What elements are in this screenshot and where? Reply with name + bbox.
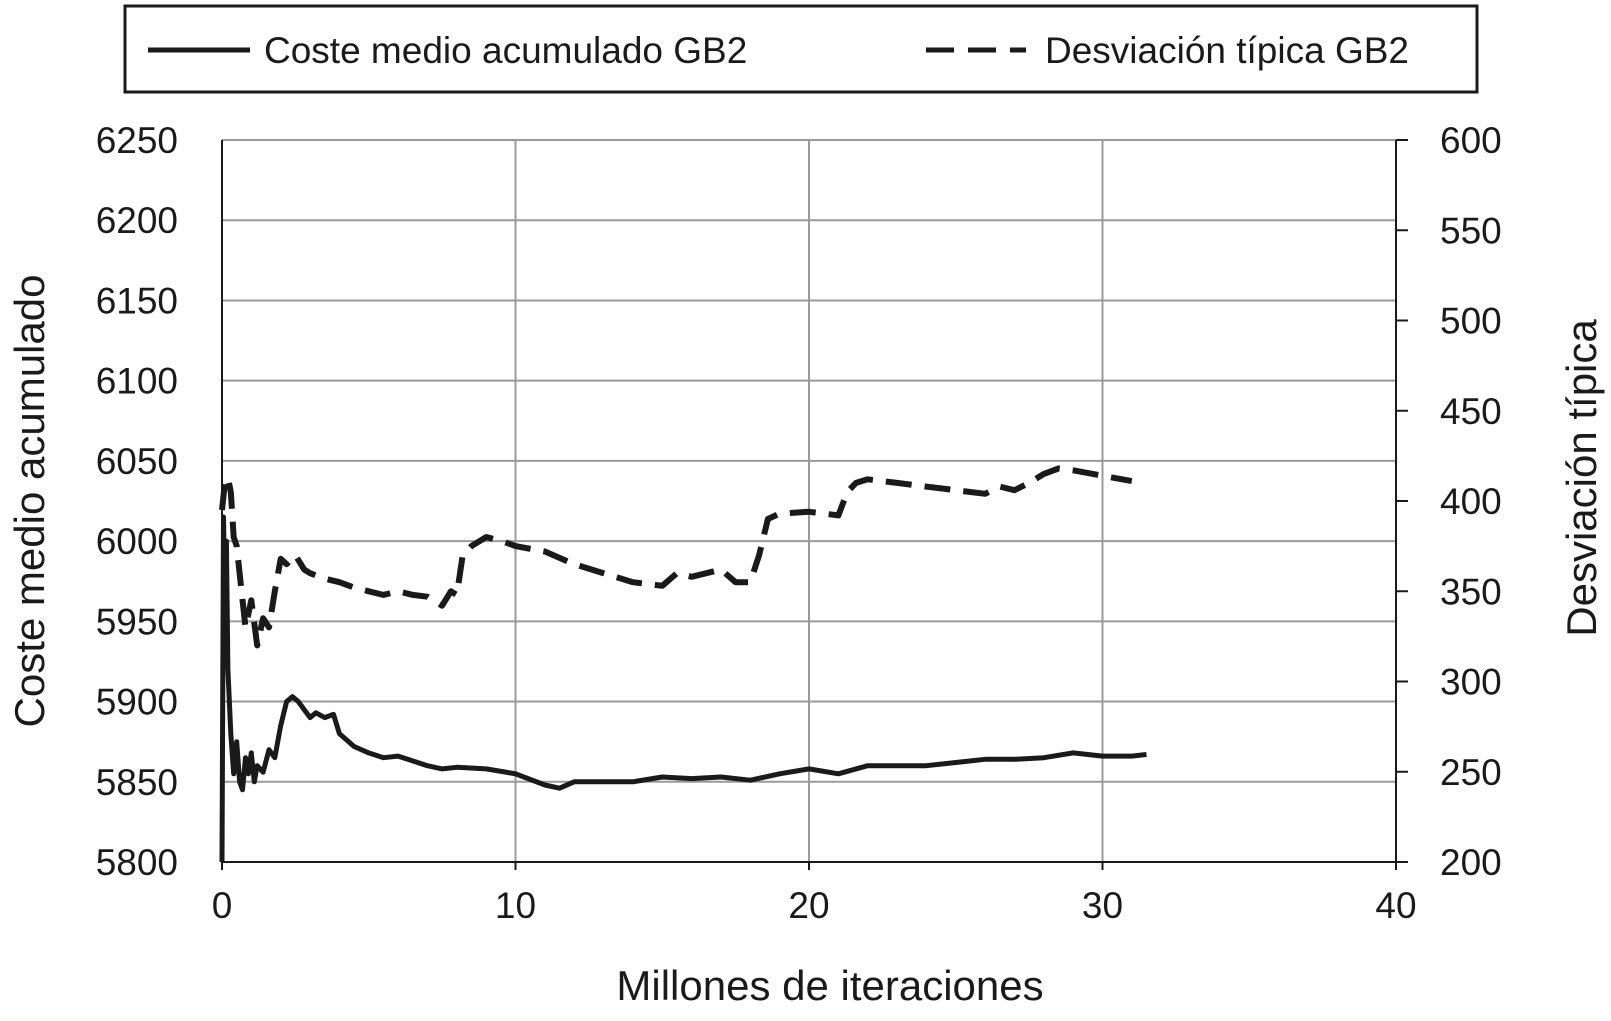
y-right-tick-label: 250 <box>1440 752 1502 793</box>
y-left-tick-label: 6050 <box>96 441 178 482</box>
series <box>219 465 1147 863</box>
y-left-tick-label: 6200 <box>96 200 178 241</box>
legend-box <box>123 4 1479 94</box>
y-right-tick-label: 450 <box>1440 391 1502 432</box>
y-left-tick-label: 6100 <box>96 361 178 402</box>
y-right-tick-label: 350 <box>1440 571 1502 612</box>
y-right-tick-label: 300 <box>1440 662 1502 703</box>
y-left-tick-label: 5900 <box>96 682 178 723</box>
x-axis-title: Millones de iteraciones <box>616 962 1043 1009</box>
y-left-tick-label: 5950 <box>96 601 178 642</box>
y-right-tick-label: 400 <box>1440 481 1502 522</box>
y-right-tick-label: 200 <box>1440 842 1502 883</box>
y-left-tick-label: 5850 <box>96 762 178 803</box>
y-right-tick-label: 500 <box>1440 301 1502 342</box>
legend: Coste medio acumulado GB2 Desviación típ… <box>123 4 1479 94</box>
legend-label-cost: Coste medio acumulado GB2 <box>264 30 747 71</box>
y-axis-left-title: Coste medio acumulado <box>6 275 53 728</box>
x-tick-label: 20 <box>788 885 829 926</box>
x-tick-label: 30 <box>1082 885 1123 926</box>
series-line-desviacion-tipica <box>219 465 1133 649</box>
axes <box>221 139 1408 870</box>
x-tick-label: 10 <box>495 885 536 926</box>
y-left-tick-label: 5800 <box>96 842 178 883</box>
y-right-tick-label: 550 <box>1440 210 1502 251</box>
y-left-tick-label: 6000 <box>96 521 178 562</box>
series-line-coste-medio <box>219 514 1147 863</box>
y-left-tick-label: 6250 <box>96 120 178 161</box>
tick-labels: 5800585059005950600060506100615062006250… <box>96 120 1502 926</box>
legend-label-std: Desviación típica GB2 <box>1045 30 1409 71</box>
x-tick-label: 40 <box>1375 885 1416 926</box>
y-left-tick-label: 6150 <box>96 280 178 321</box>
x-tick-label: 0 <box>212 885 233 926</box>
y-axis-right-title: Desviación típica <box>1558 319 1605 637</box>
y-right-tick-label: 600 <box>1440 120 1502 161</box>
